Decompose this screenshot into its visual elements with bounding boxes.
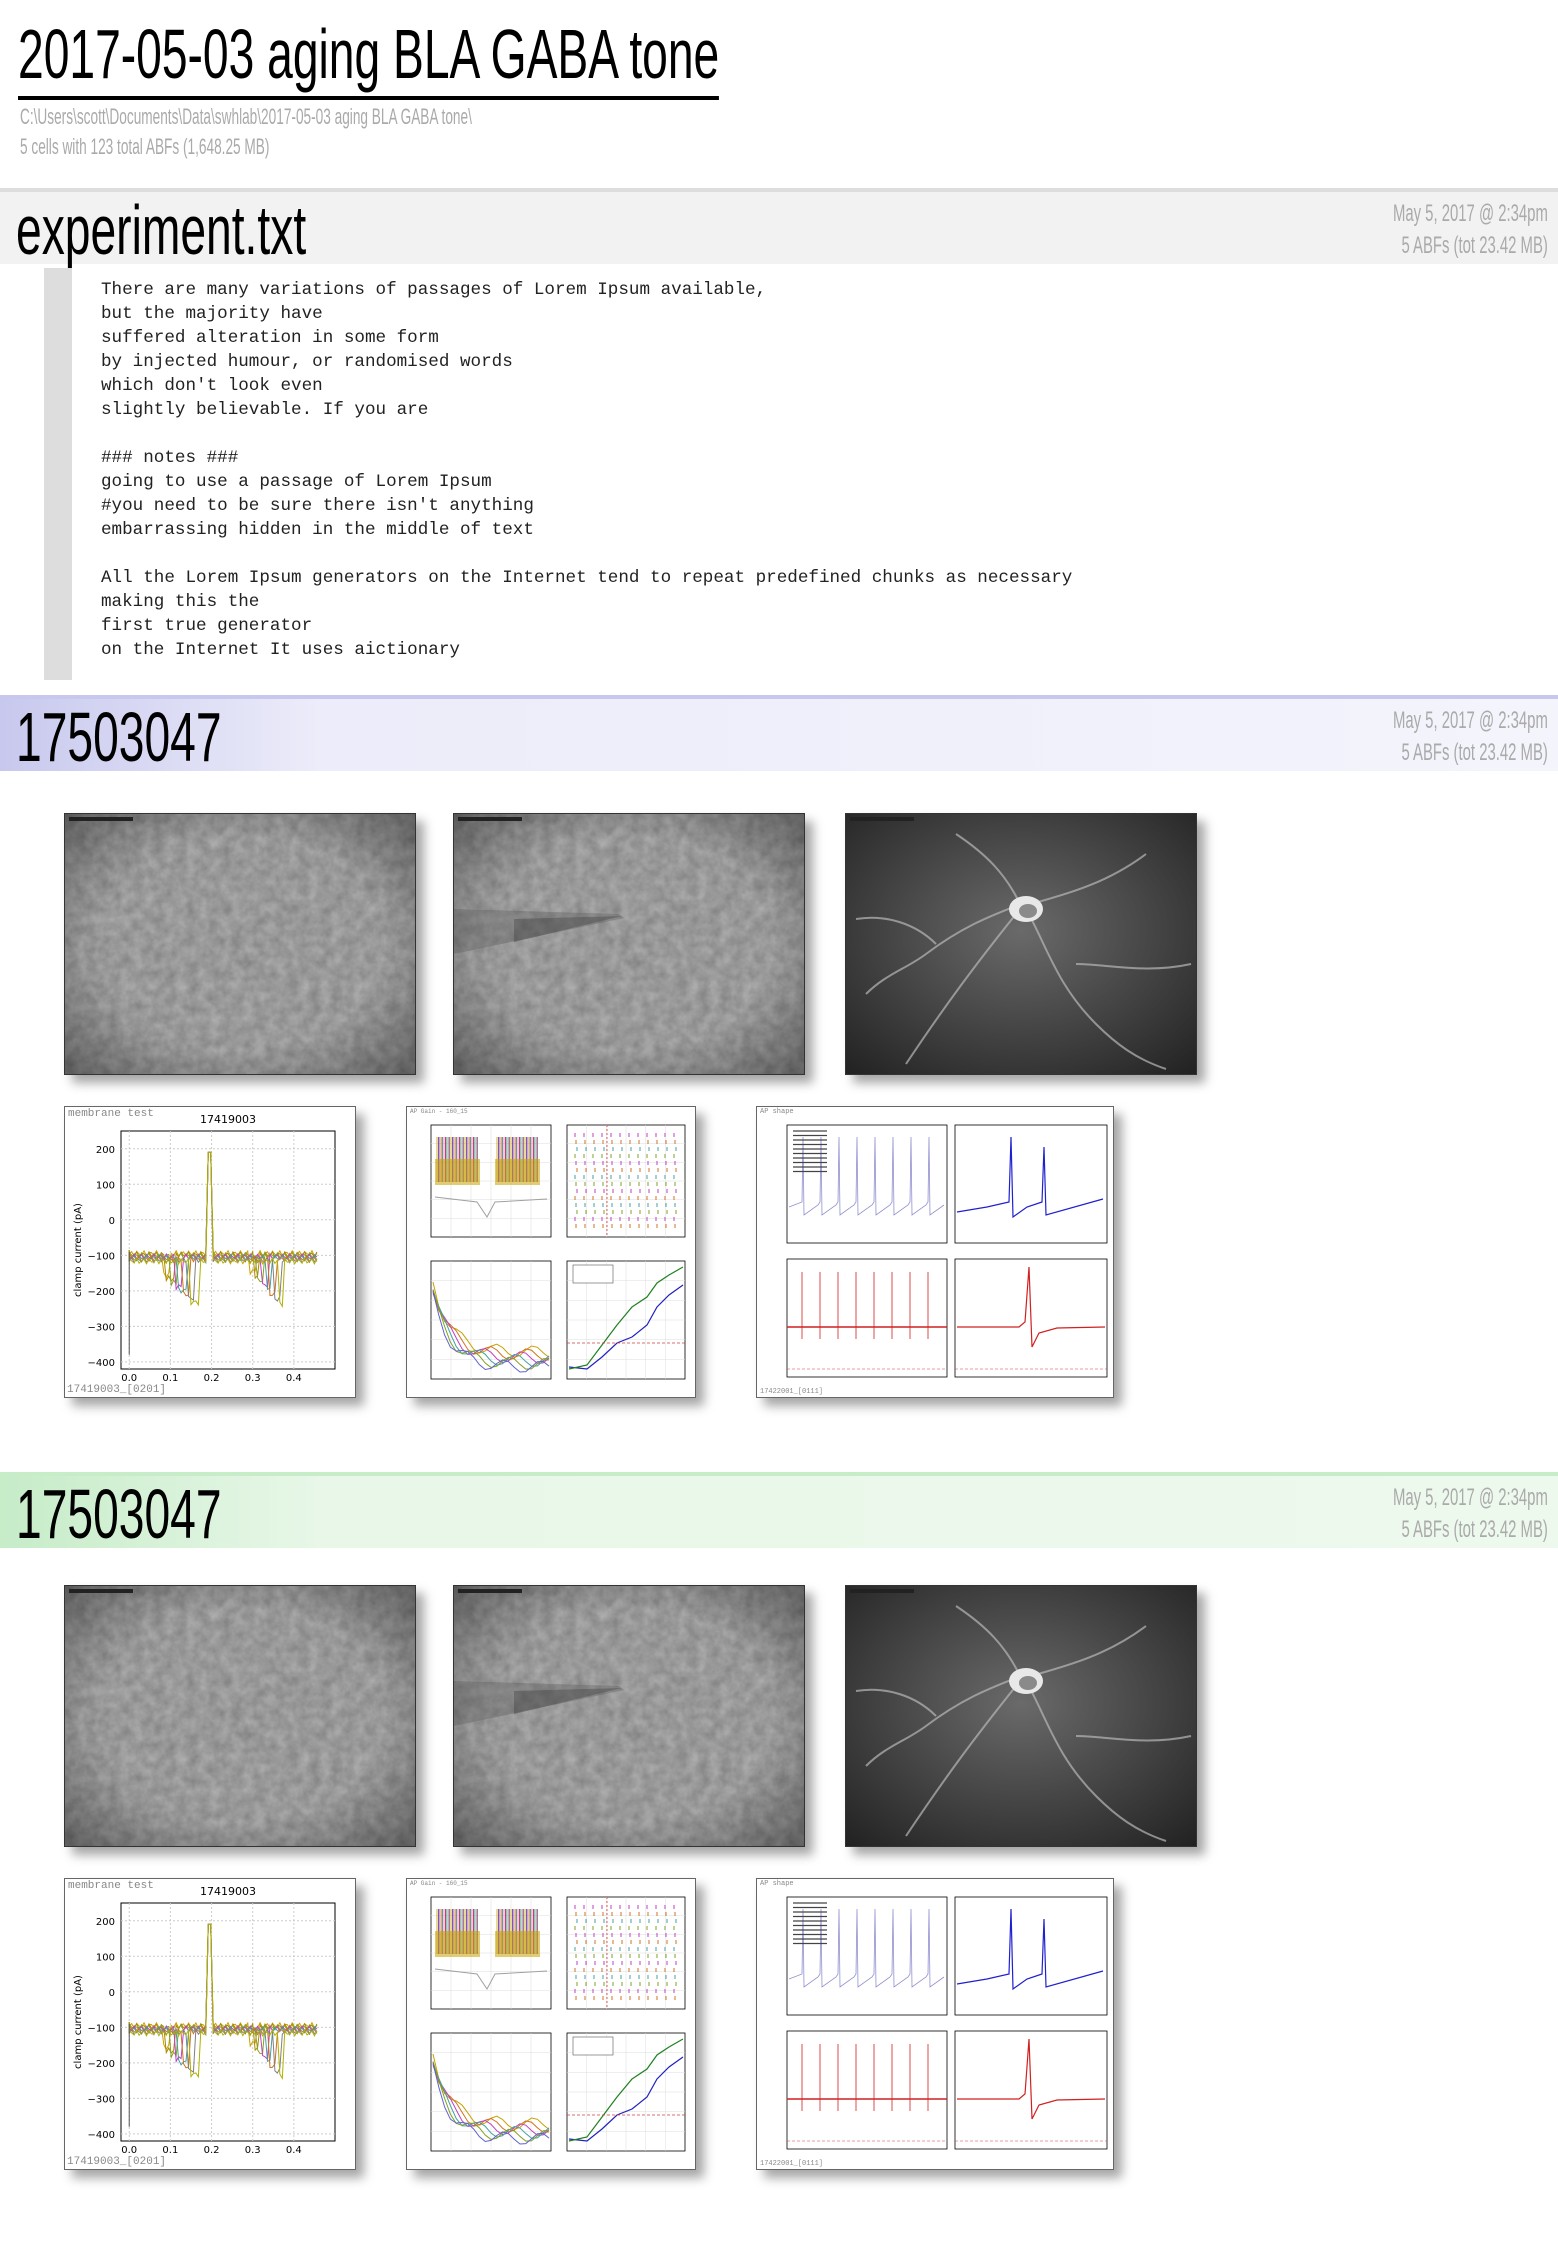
x-tick-label: 0.4 bbox=[286, 1373, 302, 1384]
experiment-notes-text: There are many variations of passages of… bbox=[101, 280, 1073, 660]
y-tick-label: −200 bbox=[88, 2059, 115, 2070]
x-tick-label: 0.3 bbox=[245, 1373, 261, 1384]
folder-path: C:\Users\scott\Documents\Data\swhlab\201… bbox=[20, 104, 472, 129]
x-tick-label: 0.2 bbox=[204, 1373, 220, 1384]
micrograph-fluorescence[interactable] bbox=[845, 1585, 1197, 1847]
experiment-date: May 5, 2017 @ 2:34pm bbox=[1393, 200, 1548, 227]
cell-id[interactable]: 17503047 bbox=[16, 698, 222, 776]
x-tick-label: 0.3 bbox=[245, 2145, 261, 2156]
micrograph-pipette[interactable] bbox=[453, 813, 805, 1075]
folder-summary: 5 cells with 123 total ABFs (1,648.25 MB… bbox=[20, 134, 270, 159]
micrograph-brightfield[interactable] bbox=[64, 1585, 416, 1847]
micrograph-pipette[interactable] bbox=[453, 1585, 805, 1847]
y-tick-label: 100 bbox=[96, 1952, 115, 1963]
figure-label: membrane test bbox=[68, 1880, 154, 1892]
y-tick-label: −200 bbox=[88, 1287, 115, 1298]
cell-abf-count: 5 ABFs (tot 23.42 MB) bbox=[1401, 739, 1548, 766]
figure-label: AP Gain - 160_15 bbox=[410, 1108, 468, 1115]
figure-footer: 17419003_[0201] bbox=[67, 2156, 167, 2168]
cell-date: May 5, 2017 @ 2:34pm bbox=[1393, 707, 1548, 734]
x-tick-label: 0.2 bbox=[204, 2145, 220, 2156]
y-tick-label: −400 bbox=[88, 2130, 115, 2141]
y-tick-label: −300 bbox=[88, 1322, 115, 1333]
y-tick-label: −100 bbox=[88, 2023, 115, 2034]
ap-shape-figure[interactable]: AP shape 17422001_[0111] bbox=[756, 1106, 1114, 1398]
y-tick-label: −400 bbox=[88, 1358, 115, 1369]
page-title: 2017-05-03 aging BLA GABA tone bbox=[18, 14, 720, 100]
y-axis-label: clamp current (pA) bbox=[73, 1975, 84, 2069]
ap-gain-figure[interactable]: AP Gain - 160_15 bbox=[406, 1106, 696, 1398]
figure-label: membrane test bbox=[68, 1108, 154, 1120]
y-tick-label: −100 bbox=[88, 1251, 115, 1262]
x-tick-label: 0.1 bbox=[162, 2145, 178, 2156]
x-tick-label: 0.0 bbox=[121, 2145, 137, 2156]
experiment-title: experiment.txt bbox=[16, 191, 307, 269]
experiment-abf-count: 5 ABFs (tot 23.42 MB) bbox=[1401, 232, 1548, 259]
micrograph-fluorescence[interactable] bbox=[845, 813, 1197, 1075]
figure-label: AP shape bbox=[760, 1880, 794, 1888]
figure-footer: 17422001_[0111] bbox=[760, 1388, 824, 1396]
y-tick-label: 0 bbox=[109, 1216, 115, 1227]
x-tick-label: 0.1 bbox=[162, 1373, 178, 1384]
page-header: 2017-05-03 aging BLA GABA tone bbox=[18, 14, 1080, 100]
y-tick-label: 200 bbox=[96, 1145, 115, 1156]
experiment-notes-panel: There are many variations of passages of… bbox=[44, 268, 1558, 680]
y-axis-label: clamp current (pA) bbox=[73, 1203, 84, 1297]
membrane-test-figure[interactable]: membrane test 200 100 0 −100 −200 −300 −400 0.0 0… bbox=[64, 1878, 356, 2170]
figure-title: 17419003 bbox=[200, 1885, 256, 1898]
figure-footer: 17422001_[0111] bbox=[760, 2160, 824, 2168]
ap-gain-figure[interactable]: AP Gain - 160_15 bbox=[406, 1878, 696, 2170]
cell-id[interactable]: 17503047 bbox=[16, 1475, 222, 1553]
figure-title: 17419003 bbox=[200, 1113, 256, 1126]
figure-footer: 17419003_[0201] bbox=[67, 1384, 167, 1396]
x-tick-label: 0.4 bbox=[286, 2145, 302, 2156]
x-tick-label: 0.0 bbox=[121, 1373, 137, 1384]
figure-label: AP shape bbox=[760, 1108, 794, 1116]
figure-label: AP Gain - 160_15 bbox=[410, 1880, 468, 1887]
cell-abf-count: 5 ABFs (tot 23.42 MB) bbox=[1401, 1516, 1548, 1543]
cell-section-header: 17503047 May 5, 2017 @ 2:34pm 5 ABFs (to… bbox=[0, 1472, 1558, 1552]
y-tick-label: 100 bbox=[96, 1180, 115, 1191]
y-tick-label: −300 bbox=[88, 2094, 115, 2105]
experiment-section-header: experiment.txt May 5, 2017 @ 2:34pm 5 AB… bbox=[0, 188, 1558, 268]
membrane-test-figure[interactable]: membrane test 200 100 0 −100 −200 −300 −400 0.0 0… bbox=[64, 1106, 356, 1398]
micrograph-brightfield[interactable] bbox=[64, 813, 416, 1075]
ap-shape-figure[interactable]: AP shape 17422001_[0111] bbox=[756, 1878, 1114, 2170]
cell-section-header: 17503047 May 5, 2017 @ 2:34pm 5 ABFs (to… bbox=[0, 695, 1558, 775]
cell-date: May 5, 2017 @ 2:34pm bbox=[1393, 1484, 1548, 1511]
y-tick-label: 0 bbox=[109, 1988, 115, 1999]
y-tick-label: 200 bbox=[96, 1917, 115, 1928]
